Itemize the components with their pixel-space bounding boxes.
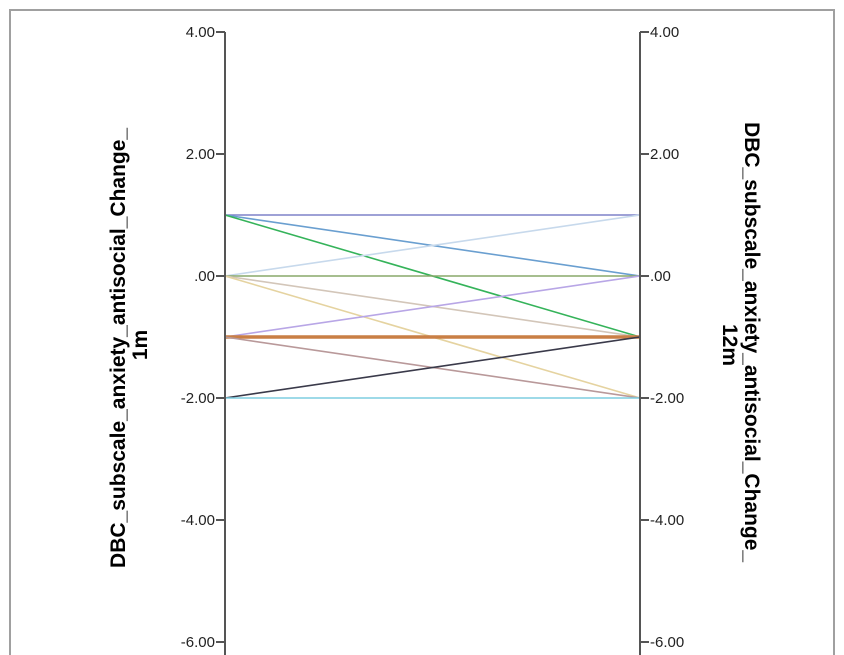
tick-label: 4.00 (186, 24, 215, 41)
left-axis-title: DBC_subscale_anxiety_antisocial_Change_ … (107, 122, 152, 568)
left-axis-title-line1: DBC_subscale_anxiety_antisocial_Change_ (107, 128, 130, 568)
connection-lines (224, 214, 641, 399)
connection-line (224, 336, 641, 399)
right-axis-title-line1: DBC_subscale_anxiety_antisocial_Change_ (740, 122, 763, 562)
tick-label: -2.00 (650, 390, 684, 407)
tick-label: -6.00 (650, 634, 684, 651)
tick-label: .00 (650, 268, 671, 285)
tick-label: 2.00 (650, 146, 679, 163)
tick-label: -4.00 (650, 512, 684, 529)
tick-label: 4.00 (650, 24, 679, 41)
plot-frame (9, 9, 835, 655)
connection-line (224, 275, 641, 338)
right-axis-title-line2: 12m (718, 324, 741, 366)
tick-label: 2.00 (186, 146, 215, 163)
connection-line (224, 214, 641, 277)
left-axis-title-line2: 1m (129, 330, 152, 360)
right-axis-ticks: 4.00 2.00 .00 -2.00 -4.00 -6.00 (640, 24, 684, 651)
left-axis-ticks: 4.00 2.00 .00 -2.00 -4.00 -6.00 (181, 24, 225, 651)
tick-label: -2.00 (181, 390, 215, 407)
tick-label: -4.00 (181, 512, 215, 529)
right-axis-title: DBC_subscale_anxiety_antisocial_Change_ … (718, 122, 763, 568)
tick-label: .00 (194, 268, 215, 285)
tick-label: -6.00 (181, 634, 215, 651)
